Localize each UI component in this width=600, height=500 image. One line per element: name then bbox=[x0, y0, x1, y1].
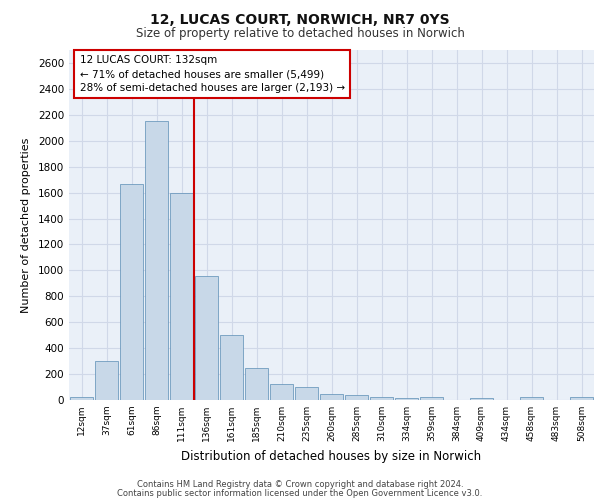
Bar bbox=[194, 276, 218, 400]
Bar bbox=[395, 398, 418, 400]
Bar bbox=[295, 387, 319, 400]
Text: Contains public sector information licensed under the Open Government Licence v3: Contains public sector information licen… bbox=[118, 488, 482, 498]
Bar bbox=[70, 397, 94, 400]
Bar bbox=[220, 335, 244, 400]
Bar bbox=[119, 184, 143, 400]
Bar bbox=[145, 122, 169, 400]
Bar bbox=[344, 395, 368, 400]
Bar bbox=[520, 398, 544, 400]
Bar bbox=[245, 368, 268, 400]
Bar bbox=[569, 397, 593, 400]
X-axis label: Distribution of detached houses by size in Norwich: Distribution of detached houses by size … bbox=[181, 450, 482, 462]
Text: 12 LUCAS COURT: 132sqm
← 71% of detached houses are smaller (5,499)
28% of semi-: 12 LUCAS COURT: 132sqm ← 71% of detached… bbox=[79, 56, 344, 94]
Text: Size of property relative to detached houses in Norwich: Size of property relative to detached ho… bbox=[136, 28, 464, 40]
Bar bbox=[470, 398, 493, 400]
Bar bbox=[269, 384, 293, 400]
Bar bbox=[95, 361, 118, 400]
Bar bbox=[419, 398, 443, 400]
Text: 12, LUCAS COURT, NORWICH, NR7 0YS: 12, LUCAS COURT, NORWICH, NR7 0YS bbox=[150, 12, 450, 26]
Y-axis label: Number of detached properties: Number of detached properties bbox=[21, 138, 31, 312]
Bar bbox=[170, 192, 193, 400]
Bar bbox=[320, 394, 343, 400]
Bar bbox=[370, 398, 394, 400]
Text: Contains HM Land Registry data © Crown copyright and database right 2024.: Contains HM Land Registry data © Crown c… bbox=[137, 480, 463, 489]
